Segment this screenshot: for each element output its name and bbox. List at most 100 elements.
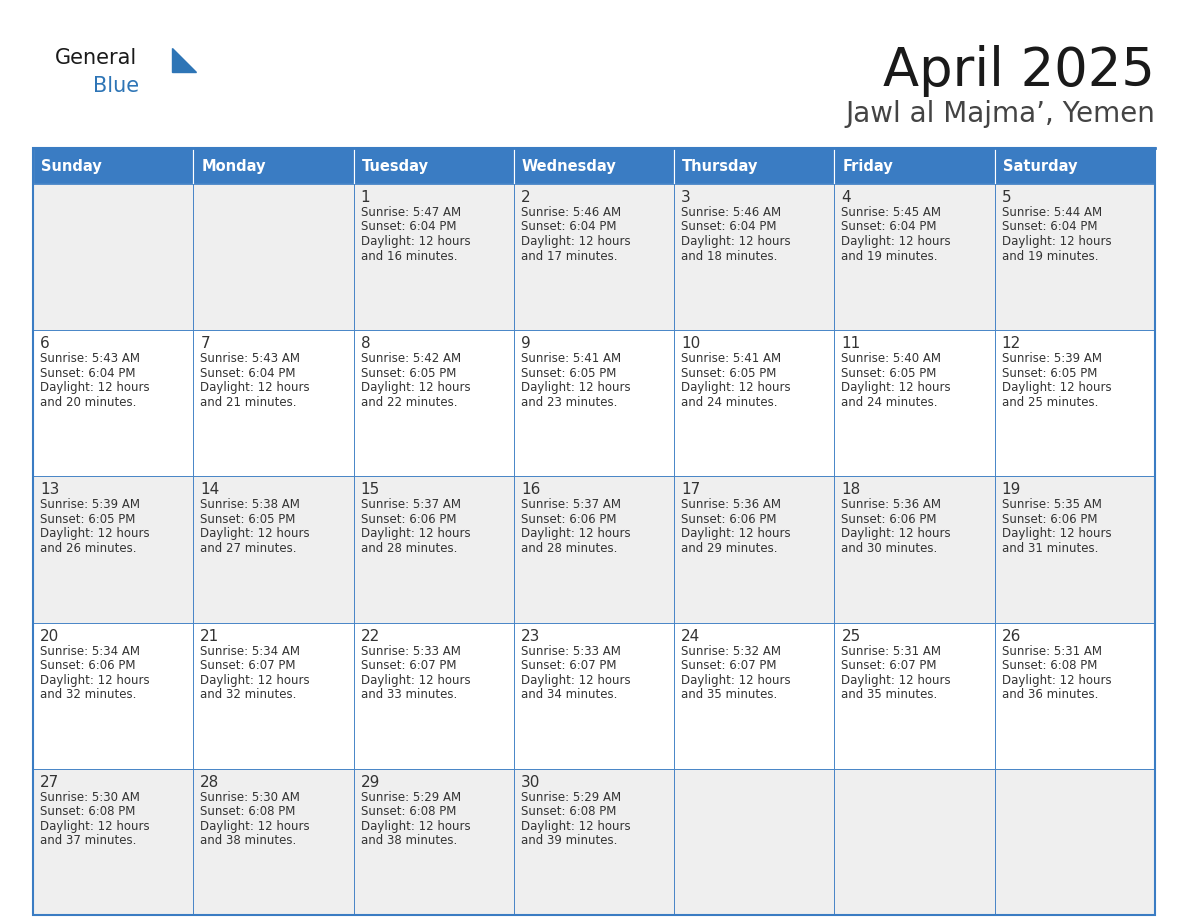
Text: Daylight: 12 hours: Daylight: 12 hours xyxy=(841,381,952,394)
Polygon shape xyxy=(172,48,196,72)
Text: 3: 3 xyxy=(681,190,691,205)
Text: Daylight: 12 hours: Daylight: 12 hours xyxy=(841,528,952,541)
Text: Sunrise: 5:44 AM: Sunrise: 5:44 AM xyxy=(1001,206,1101,219)
Text: Sunset: 6:05 PM: Sunset: 6:05 PM xyxy=(40,513,135,526)
Bar xyxy=(514,330,674,476)
Text: Daylight: 12 hours: Daylight: 12 hours xyxy=(40,820,150,833)
Text: Daylight: 12 hours: Daylight: 12 hours xyxy=(520,235,631,248)
Text: Monday: Monday xyxy=(201,159,266,174)
Text: Sunset: 6:05 PM: Sunset: 6:05 PM xyxy=(361,366,456,380)
Text: Sunrise: 5:40 AM: Sunrise: 5:40 AM xyxy=(841,353,941,365)
Text: 19: 19 xyxy=(1001,482,1022,498)
Text: Daylight: 12 hours: Daylight: 12 hours xyxy=(1001,235,1111,248)
Text: and 16 minutes.: and 16 minutes. xyxy=(361,250,457,263)
Text: Sunrise: 5:43 AM: Sunrise: 5:43 AM xyxy=(40,353,140,365)
Text: 14: 14 xyxy=(201,482,220,498)
Text: and 17 minutes.: and 17 minutes. xyxy=(520,250,618,263)
Text: 22: 22 xyxy=(361,629,380,644)
Text: and 32 minutes.: and 32 minutes. xyxy=(201,688,297,701)
Bar xyxy=(354,476,514,622)
Text: Sunset: 6:08 PM: Sunset: 6:08 PM xyxy=(40,805,135,818)
Bar xyxy=(514,768,674,915)
Text: Sunset: 6:06 PM: Sunset: 6:06 PM xyxy=(40,659,135,672)
Bar xyxy=(834,148,994,184)
Bar xyxy=(514,148,674,184)
Text: 26: 26 xyxy=(1001,629,1022,644)
Bar xyxy=(994,148,1155,184)
Text: Sunset: 6:04 PM: Sunset: 6:04 PM xyxy=(1001,220,1098,233)
Text: Sunset: 6:06 PM: Sunset: 6:06 PM xyxy=(361,513,456,526)
Bar xyxy=(194,330,354,476)
Text: Sunrise: 5:39 AM: Sunrise: 5:39 AM xyxy=(1001,353,1101,365)
Text: 20: 20 xyxy=(40,629,59,644)
Bar xyxy=(33,622,194,768)
Bar xyxy=(33,476,194,622)
Text: Sunset: 6:07 PM: Sunset: 6:07 PM xyxy=(201,659,296,672)
Text: Daylight: 12 hours: Daylight: 12 hours xyxy=(841,235,952,248)
Text: Daylight: 12 hours: Daylight: 12 hours xyxy=(361,820,470,833)
Text: Daylight: 12 hours: Daylight: 12 hours xyxy=(841,674,952,687)
Text: Sunrise: 5:34 AM: Sunrise: 5:34 AM xyxy=(40,644,140,657)
Bar xyxy=(994,476,1155,622)
Text: and 36 minutes.: and 36 minutes. xyxy=(1001,688,1098,701)
Bar xyxy=(994,184,1155,330)
Text: Sunday: Sunday xyxy=(42,159,102,174)
Bar xyxy=(33,148,1155,915)
Bar xyxy=(33,768,194,915)
Text: and 38 minutes.: and 38 minutes. xyxy=(361,834,457,847)
Text: Sunset: 6:04 PM: Sunset: 6:04 PM xyxy=(841,220,937,233)
Text: Sunset: 6:04 PM: Sunset: 6:04 PM xyxy=(681,220,777,233)
Text: Thursday: Thursday xyxy=(682,159,758,174)
Text: 10: 10 xyxy=(681,336,701,352)
Text: and 29 minutes.: and 29 minutes. xyxy=(681,542,778,554)
Text: Daylight: 12 hours: Daylight: 12 hours xyxy=(201,674,310,687)
Bar xyxy=(354,184,514,330)
Text: and 28 minutes.: and 28 minutes. xyxy=(520,542,618,554)
Text: Sunset: 6:07 PM: Sunset: 6:07 PM xyxy=(520,659,617,672)
Text: and 18 minutes.: and 18 minutes. xyxy=(681,250,777,263)
Text: and 25 minutes.: and 25 minutes. xyxy=(1001,396,1098,409)
Text: Saturday: Saturday xyxy=(1003,159,1078,174)
Bar xyxy=(834,330,994,476)
Text: Sunrise: 5:31 AM: Sunrise: 5:31 AM xyxy=(841,644,941,657)
Text: Sunset: 6:07 PM: Sunset: 6:07 PM xyxy=(361,659,456,672)
Text: Friday: Friday xyxy=(842,159,893,174)
Bar xyxy=(354,622,514,768)
Text: Sunset: 6:07 PM: Sunset: 6:07 PM xyxy=(681,659,777,672)
Text: Daylight: 12 hours: Daylight: 12 hours xyxy=(681,381,791,394)
Text: Daylight: 12 hours: Daylight: 12 hours xyxy=(520,381,631,394)
Text: Sunset: 6:08 PM: Sunset: 6:08 PM xyxy=(1001,659,1097,672)
Text: 12: 12 xyxy=(1001,336,1020,352)
Text: Sunrise: 5:43 AM: Sunrise: 5:43 AM xyxy=(201,353,301,365)
Text: 2: 2 xyxy=(520,190,531,205)
Text: 16: 16 xyxy=(520,482,541,498)
Text: and 23 minutes.: and 23 minutes. xyxy=(520,396,618,409)
Bar xyxy=(354,330,514,476)
Text: and 19 minutes.: and 19 minutes. xyxy=(841,250,939,263)
Bar xyxy=(354,148,514,184)
Text: Daylight: 12 hours: Daylight: 12 hours xyxy=(1001,381,1111,394)
Text: 17: 17 xyxy=(681,482,701,498)
Text: Sunset: 6:06 PM: Sunset: 6:06 PM xyxy=(520,513,617,526)
Text: Sunset: 6:04 PM: Sunset: 6:04 PM xyxy=(520,220,617,233)
Text: 1: 1 xyxy=(361,190,371,205)
Bar xyxy=(194,476,354,622)
Text: Sunrise: 5:36 AM: Sunrise: 5:36 AM xyxy=(681,498,782,511)
Text: Sunrise: 5:29 AM: Sunrise: 5:29 AM xyxy=(520,790,621,804)
Text: and 38 minutes.: and 38 minutes. xyxy=(201,834,297,847)
Text: Daylight: 12 hours: Daylight: 12 hours xyxy=(40,528,150,541)
Text: Sunrise: 5:34 AM: Sunrise: 5:34 AM xyxy=(201,644,301,657)
Text: Sunset: 6:06 PM: Sunset: 6:06 PM xyxy=(841,513,937,526)
Text: and 39 minutes.: and 39 minutes. xyxy=(520,834,618,847)
Text: 28: 28 xyxy=(201,775,220,789)
Bar xyxy=(674,330,834,476)
Text: 24: 24 xyxy=(681,629,701,644)
Text: Daylight: 12 hours: Daylight: 12 hours xyxy=(520,528,631,541)
Text: and 35 minutes.: and 35 minutes. xyxy=(681,688,777,701)
Text: Sunset: 6:05 PM: Sunset: 6:05 PM xyxy=(841,366,937,380)
Text: Sunset: 6:06 PM: Sunset: 6:06 PM xyxy=(1001,513,1098,526)
Text: and 19 minutes.: and 19 minutes. xyxy=(1001,250,1098,263)
Text: Sunrise: 5:33 AM: Sunrise: 5:33 AM xyxy=(520,644,621,657)
Bar xyxy=(674,184,834,330)
Text: Sunrise: 5:30 AM: Sunrise: 5:30 AM xyxy=(40,790,140,804)
